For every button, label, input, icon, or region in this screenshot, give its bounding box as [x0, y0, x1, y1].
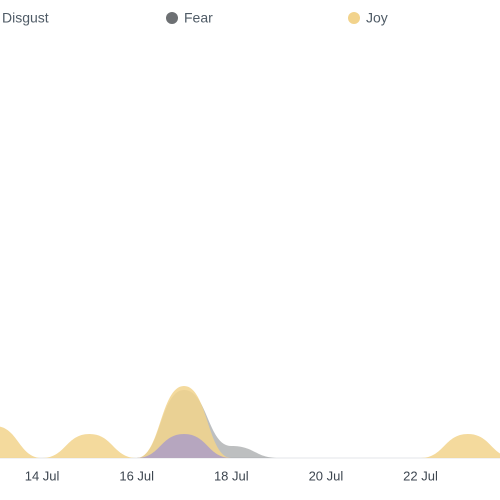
legend-label: Disgust [2, 10, 49, 26]
area [0, 386, 500, 458]
x-tick-label: 16 Jul [119, 468, 154, 483]
x-tick-label: 22 Jul [403, 468, 438, 483]
legend-label: Joy [366, 10, 388, 26]
legend-marker [166, 12, 178, 24]
x-tick-label: 18 Jul [214, 468, 249, 483]
x-tick-label: 14 Jul [25, 468, 60, 483]
x-tick-label: 20 Jul [309, 468, 344, 483]
legend-label: Fear [184, 10, 213, 26]
legend-marker [348, 12, 360, 24]
